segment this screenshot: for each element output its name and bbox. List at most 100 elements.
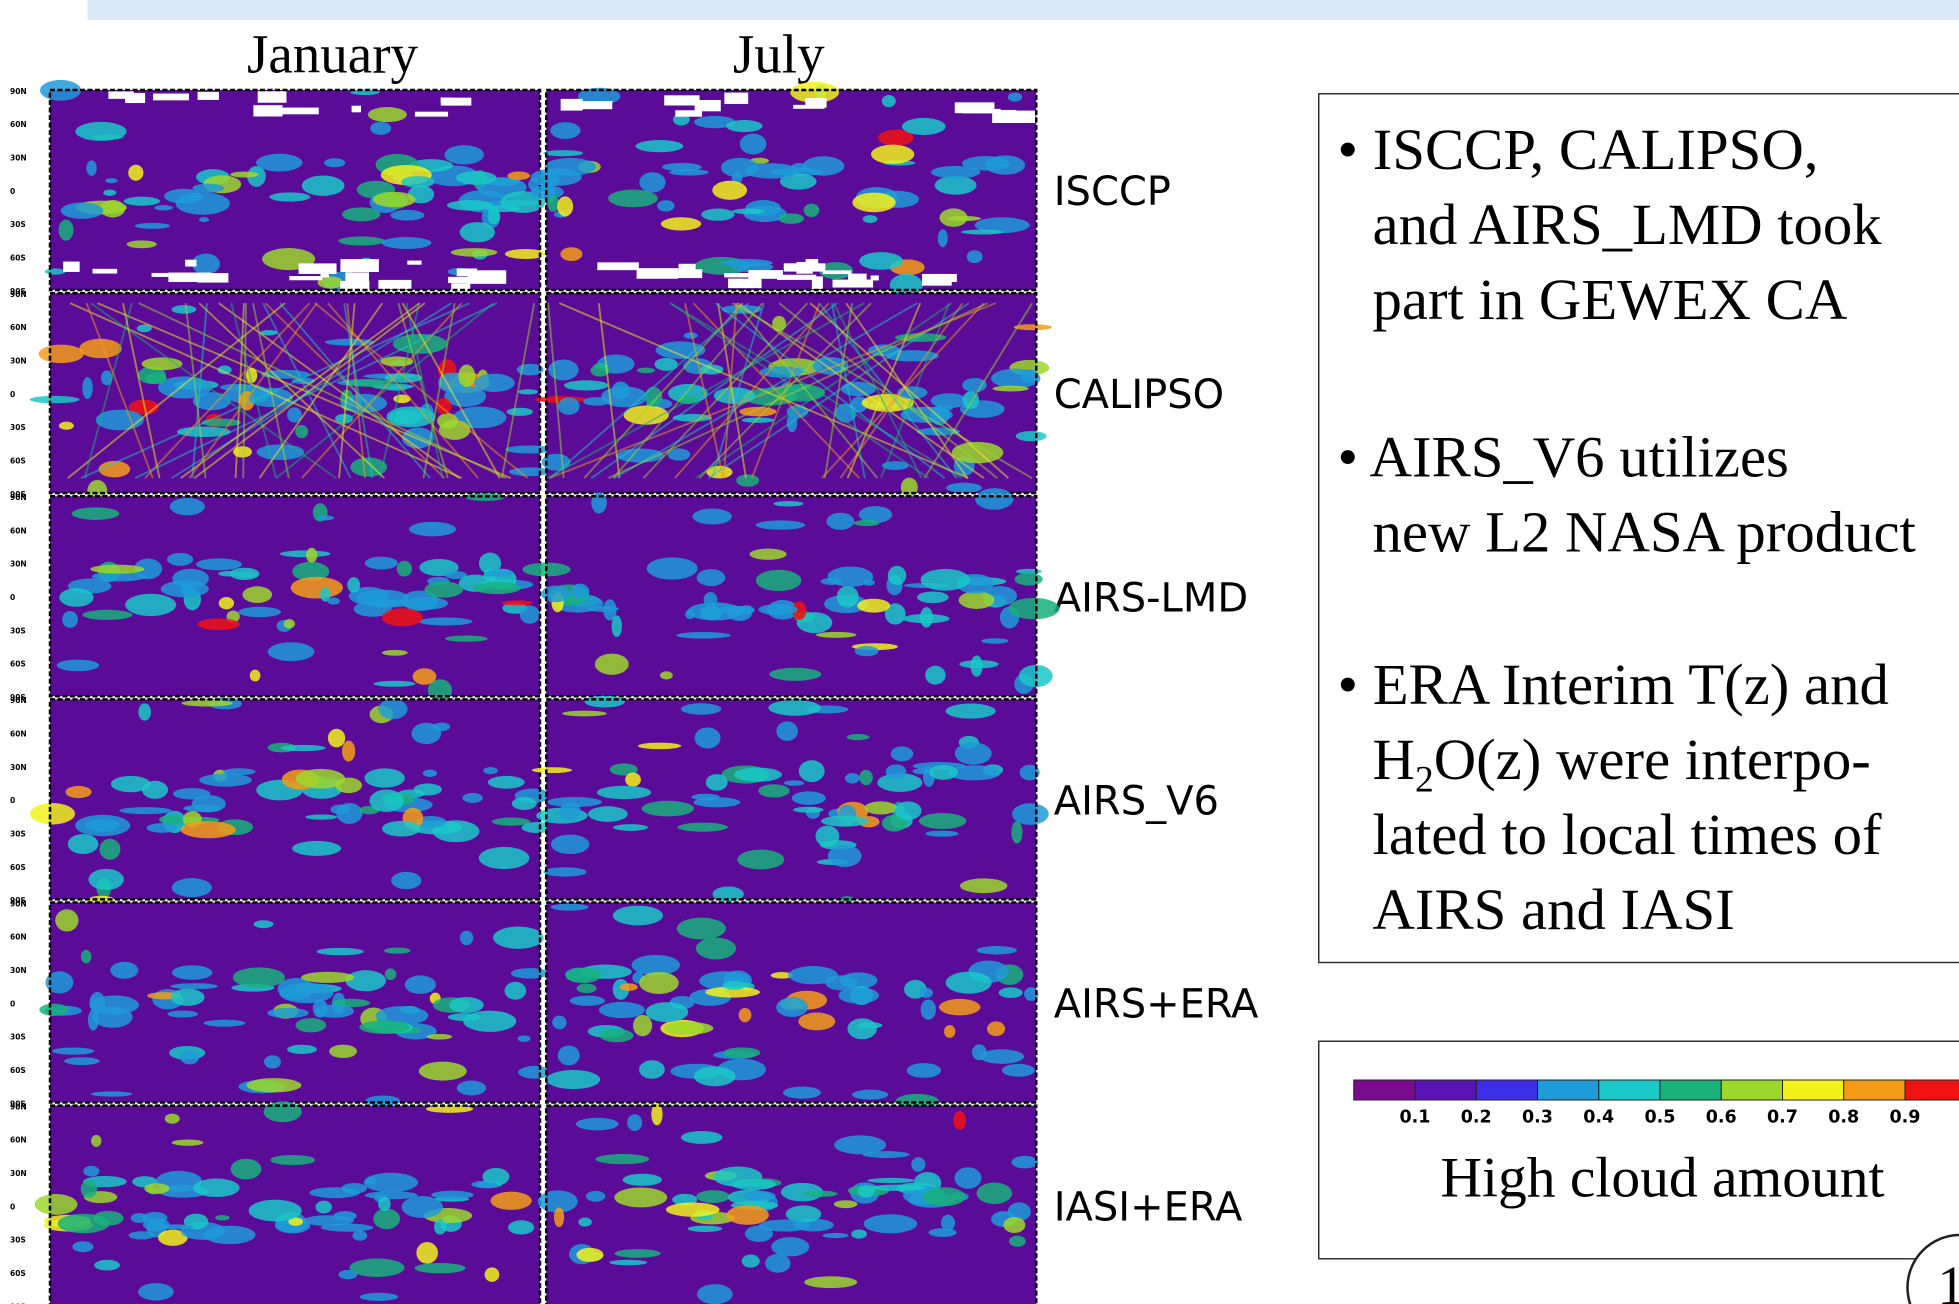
colorbar-swatch xyxy=(1538,1080,1599,1100)
map-cloud xyxy=(479,847,530,869)
map-cloud xyxy=(646,1002,689,1022)
map-cloud xyxy=(280,745,326,751)
map-cloud xyxy=(59,220,74,241)
map-cloud xyxy=(620,983,638,991)
latitude-label: 30S xyxy=(10,626,26,635)
row-label: AIRS_V6 xyxy=(1054,778,1219,824)
map-cloud xyxy=(82,377,92,399)
missing-data xyxy=(955,102,995,113)
latitude-label: 90N xyxy=(10,87,27,96)
latitude-label: 0 xyxy=(10,796,15,805)
map-cloud xyxy=(871,145,914,164)
map-cloud xyxy=(264,1055,281,1068)
map-cloud xyxy=(609,1260,647,1266)
missing-data xyxy=(407,261,421,265)
map-cloud xyxy=(219,597,234,609)
map-cloud xyxy=(401,176,434,188)
map-cloud xyxy=(532,767,572,773)
map-cloud xyxy=(173,788,210,799)
missing-data xyxy=(282,108,318,115)
map-cloud xyxy=(147,823,178,833)
map-cloud xyxy=(558,1045,580,1065)
missing-data xyxy=(637,268,678,279)
map-cloud xyxy=(242,586,272,603)
map-cloud xyxy=(345,970,386,991)
map-cloud xyxy=(359,1020,409,1034)
map-cloud xyxy=(170,983,218,989)
map-cloud xyxy=(837,586,859,608)
map-cloud xyxy=(822,1233,848,1238)
map-cloud xyxy=(666,1203,720,1217)
map-cloud xyxy=(86,160,96,176)
colorbar-tick-label: 0.9 xyxy=(1889,1108,1920,1128)
map-cloud xyxy=(502,600,533,605)
bullet-line: • AIRS_V6 utilizes xyxy=(1338,424,1789,489)
map-cloud xyxy=(1011,821,1022,843)
map-cloud xyxy=(1008,598,1059,619)
map-cloud xyxy=(558,398,580,415)
map-cloud xyxy=(946,972,992,994)
map-cloud xyxy=(302,176,345,196)
map-cloud xyxy=(557,196,573,216)
map-cloud xyxy=(233,967,285,987)
text-segment: • AIRS_V6 utilizes xyxy=(1338,424,1789,489)
missing-data xyxy=(848,274,867,287)
map-cloud xyxy=(511,968,549,979)
map-cloud xyxy=(342,207,381,221)
map-cloud xyxy=(639,972,679,994)
map-cloud xyxy=(57,660,99,672)
map-cloud xyxy=(99,839,120,860)
map-cloud xyxy=(405,597,448,610)
map-cloud xyxy=(256,154,302,172)
map-cloud xyxy=(560,247,582,261)
map-cloud xyxy=(1002,1064,1035,1077)
missing-data xyxy=(467,270,506,284)
map-cloud xyxy=(193,184,225,193)
map-cloud xyxy=(925,831,958,837)
map-cloud xyxy=(460,931,473,945)
map-cloud xyxy=(157,1224,194,1229)
map-cloud xyxy=(758,604,797,615)
map-cloud xyxy=(765,1254,790,1273)
map-cloud xyxy=(771,1237,809,1256)
map-cloud xyxy=(284,619,295,629)
latitude-label: 0 xyxy=(10,593,15,602)
bullet-line: new L2 NASA product xyxy=(1373,499,1916,564)
map-cloud xyxy=(144,1183,169,1194)
map-cloud xyxy=(639,172,665,192)
map-cloud xyxy=(378,699,407,719)
map-cloud xyxy=(851,1229,867,1238)
map-cloud xyxy=(412,723,442,744)
map-panel xyxy=(35,1101,540,1304)
map-cloud xyxy=(196,558,242,570)
map-cloud xyxy=(306,548,317,563)
map-cloud xyxy=(955,1167,982,1189)
latitude-label: 60N xyxy=(10,120,27,129)
latitude-label: 60S xyxy=(10,660,26,669)
map-cloud xyxy=(449,997,484,1013)
map-panel xyxy=(531,82,1037,297)
map-cloud xyxy=(329,1045,357,1058)
missing-data xyxy=(299,263,337,274)
map-cloud xyxy=(167,1011,198,1018)
map-cloud xyxy=(545,158,596,176)
map-cloud xyxy=(413,668,437,684)
map-cloud xyxy=(792,791,826,805)
map-cloud xyxy=(921,1000,936,1020)
map-cloud xyxy=(773,501,803,506)
slide: 1 JanuaryJulyISCCP90N60N30N030S60S90SCAL… xyxy=(0,0,1959,1304)
map-cloud xyxy=(231,1159,262,1180)
map-cloud xyxy=(61,203,104,219)
map-cloud xyxy=(576,1248,603,1262)
map-cloud xyxy=(68,834,99,854)
map-cloud xyxy=(546,1070,600,1089)
latitude-label: 90N xyxy=(10,1102,27,1111)
map-cloud xyxy=(547,195,559,212)
map-cloud xyxy=(447,200,494,211)
map-cloud xyxy=(701,209,734,221)
map-cloud xyxy=(90,565,144,574)
map-cloud xyxy=(124,197,161,206)
map-cloud xyxy=(585,696,625,708)
map-cloud xyxy=(570,584,589,599)
map-cloud xyxy=(827,567,873,587)
